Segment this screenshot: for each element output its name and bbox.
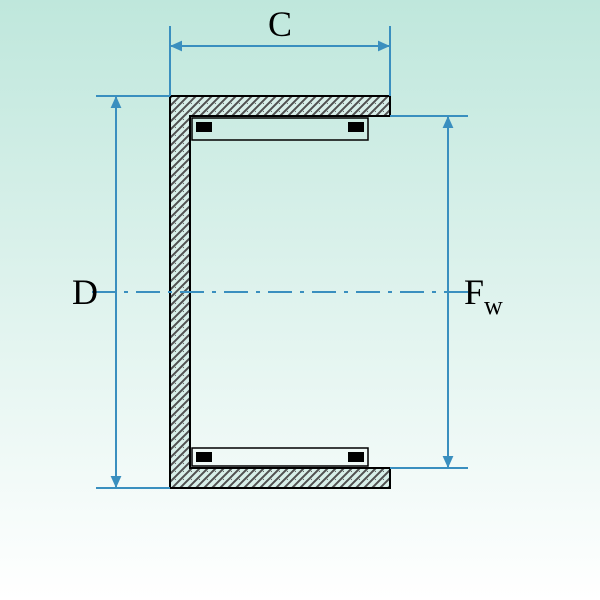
bearing-cross-section: C D Fw — [0, 0, 600, 600]
label-D: D — [72, 272, 98, 312]
label-C: C — [268, 4, 292, 44]
